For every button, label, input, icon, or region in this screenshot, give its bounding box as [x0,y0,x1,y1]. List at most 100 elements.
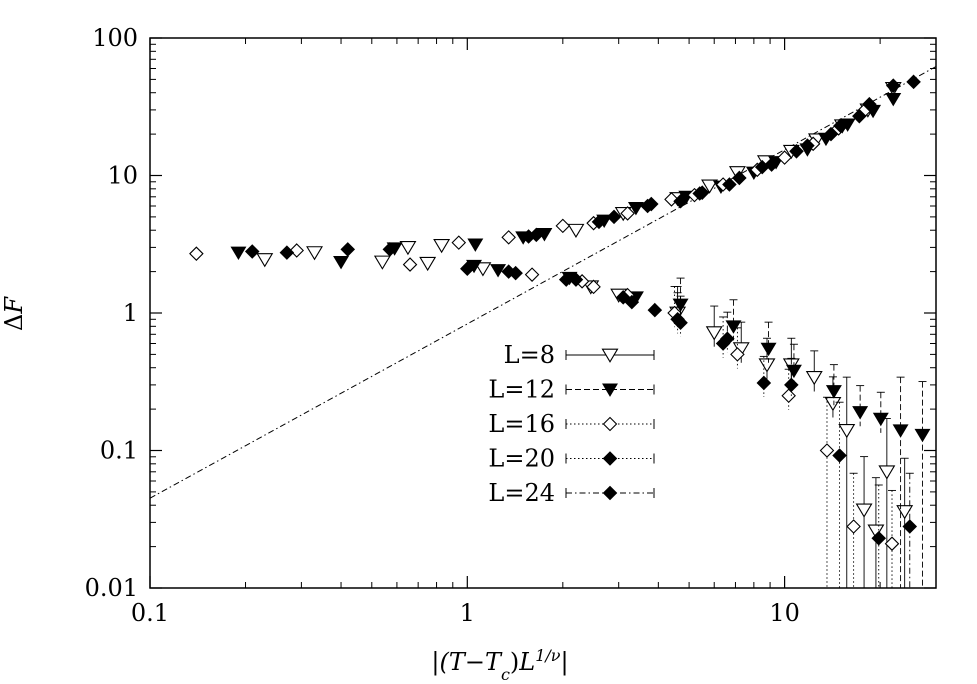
data-point [725,320,742,334]
legend-marker [602,485,618,501]
data-point [819,443,835,458]
data-point [586,279,601,295]
data-point [838,424,856,439]
data-point [730,347,745,362]
data-point [832,448,847,463]
data-point [433,239,451,254]
data-point [764,157,779,172]
legend-label: L=20 [488,445,555,473]
data-point [701,179,719,194]
data-point [529,227,544,243]
data-point [508,265,523,281]
x-tick-label: 1 [460,599,475,627]
data-point [474,262,492,277]
data-point [620,206,635,221]
data-point [855,503,873,518]
legend-label: L=24 [488,479,555,507]
data-point [885,92,902,107]
data-point [805,371,823,386]
data-point [244,244,260,259]
data-point [906,74,921,90]
data-point [289,243,304,258]
data-point [852,406,869,420]
data-point [885,78,901,93]
series-l8 [256,81,914,588]
data-point [785,364,802,379]
data-point [800,138,815,153]
data-point [852,108,867,124]
series-l16 [189,103,900,588]
data-point [230,246,247,260]
data-point [399,240,417,256]
data-point [664,192,679,207]
y-tick-label: 0.1 [100,437,138,465]
legend-marker [601,348,619,363]
data-point [189,246,204,261]
y-axis-title: ΔF [0,296,28,331]
data-point [722,177,737,192]
data-point [460,261,475,276]
x-tick-label: 0.1 [131,599,169,627]
data-point [673,193,688,209]
legend-marker [602,451,618,466]
data-point [524,267,540,282]
legend-item: L=16 [488,410,655,438]
data-point [884,536,900,551]
data-point [758,358,776,373]
series-l20 [244,108,887,588]
data-point [878,465,896,480]
data-point [568,272,584,287]
legend-label: L=16 [488,410,555,438]
data-point [627,202,644,216]
legend-item: L=20 [488,445,655,473]
data-point [419,256,437,272]
x-tick-label: 10 [769,599,800,627]
series-l12 [230,92,931,588]
data-points [189,74,931,588]
data-point [694,185,710,200]
data-point [833,118,848,134]
data-point [467,238,484,252]
x-axis-title: |(T−Tc)L1/ν| [431,646,568,684]
data-point [567,223,585,239]
legend-label: L=12 [488,376,555,404]
legend-label: L=8 [504,341,555,369]
data-point [777,150,792,165]
data-point [501,230,516,245]
data-point [756,375,772,391]
data-point [789,144,804,159]
legend: L=8 L=12 L=16 L=20 L=24 [488,341,655,507]
legend-item: L=8 [504,341,655,369]
data-point [673,315,688,330]
data-point [823,126,839,142]
legend-marker [602,383,618,397]
y-tick-label: 0.01 [85,574,138,602]
data-point [373,255,391,270]
data-point [591,214,607,230]
data-point [902,519,918,534]
data-point [643,196,659,212]
y-tick-label: 1 [123,299,138,327]
data-point [720,331,735,347]
data-point [732,170,747,186]
y-tick-label: 100 [92,24,138,52]
legend-item: L=12 [488,376,655,404]
data-point [382,242,398,257]
data-point [306,246,323,261]
data-point [914,428,931,443]
data-point [871,530,887,546]
data-point [825,385,842,399]
data-point [451,235,467,250]
data-point [340,242,356,257]
data-point [705,326,723,341]
fit-line [150,66,936,499]
data-point [784,377,799,393]
data-point [555,218,571,234]
data-point [824,397,842,412]
fit-line-group [150,66,936,499]
y-tick-label: 10 [107,162,138,190]
data-point [781,388,796,404]
data-point [624,294,640,310]
